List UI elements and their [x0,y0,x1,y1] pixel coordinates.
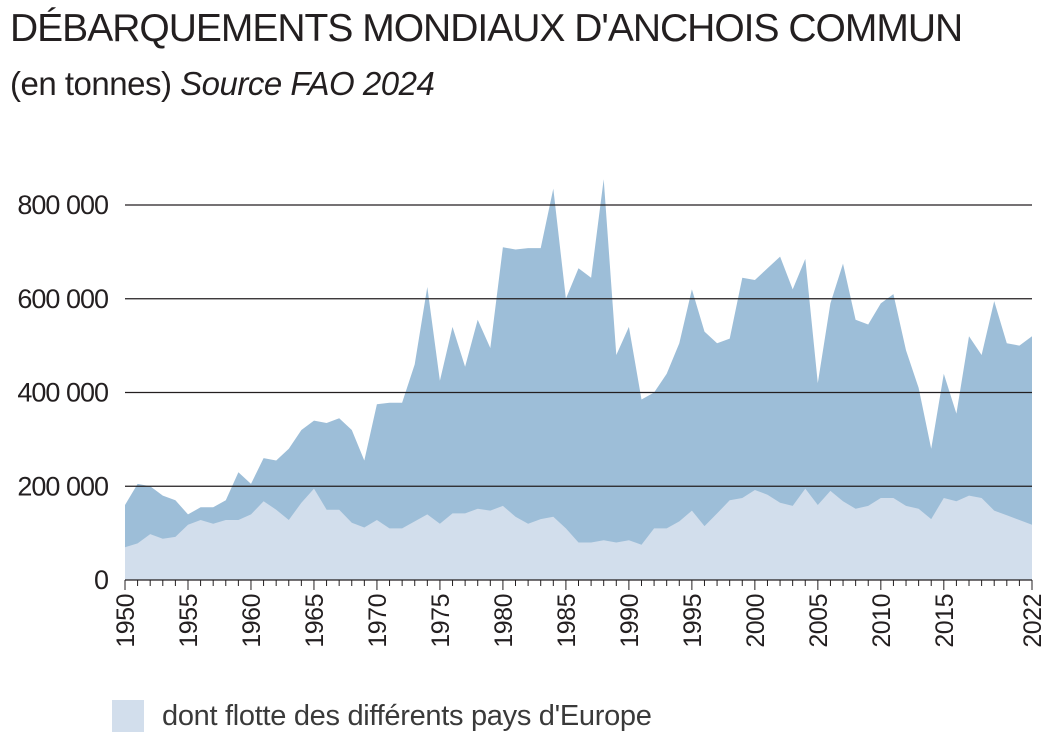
chart-gridlines [125,204,1032,487]
chart-title: DÉBARQUEMENTS MONDIAUX D'ANCHOIS COMMUN [10,7,963,50]
y-tick-label: 200 000 [17,471,108,501]
source-label: Source FAO 2024 [180,65,435,102]
y-tick-label: 400 000 [17,378,108,408]
y-tick-label: 800 000 [17,190,108,220]
area-europe-fleet [125,488,1032,580]
x-tick-label: 1985 [553,594,581,648]
x-tick-label: 1980 [490,594,518,648]
chart-areas [125,179,1032,580]
x-tick-label: 2015 [931,594,959,648]
x-tick-label: 1975 [427,594,455,648]
x-tick-label: 1995 [679,594,707,648]
unit-label: (en tonnes) [10,65,172,102]
x-tick-label: 1970 [364,594,392,648]
y-tick-label: 600 000 [17,284,108,314]
x-tick-label: 2022 [1019,594,1047,648]
x-axis: 1950 1955 1960 1965 1970 1975 1980 1985 1990 1995… [112,579,1047,648]
x-tick-label: 1950 [112,594,140,648]
legend: dont flotte des différents pays d'Europe [112,696,652,736]
y-axis: 0 200 000 400 000 600 000 800 000 [17,190,109,595]
chart-subtitle: (en tonnes) Source FAO 2024 [10,62,435,106]
y-tick-label: 0 [94,565,108,595]
legend-swatch-europe [112,700,144,732]
x-tick-label: 2005 [805,594,833,648]
x-tick-label: 1960 [238,594,266,648]
x-tick-label: 2010 [868,594,896,648]
x-tick-label: 2000 [742,594,770,648]
x-tick-label: 1990 [616,594,644,648]
legend-label-europe: dont flotte des différents pays d'Europe [162,699,652,732]
x-tick-label: 1965 [301,594,329,648]
x-tick-label: 1955 [175,594,203,648]
area-total [125,179,1032,580]
